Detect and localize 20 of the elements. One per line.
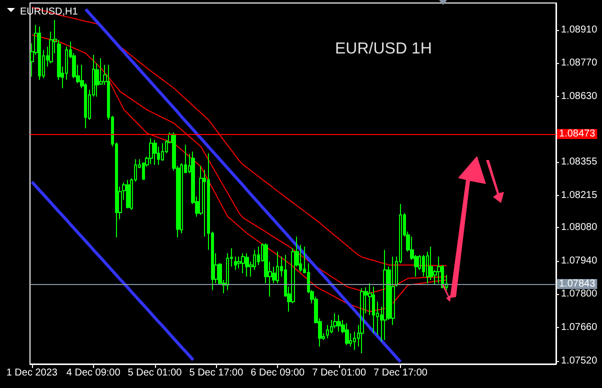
x-tick-label: 5 Dec 01:00 — [128, 368, 182, 378]
ref-line-label: 1.07843 — [559, 278, 596, 290]
ref-line-label: 1.08473 — [559, 128, 596, 140]
x-tick-label: 5 Dec 17:00 — [189, 368, 244, 378]
x-tick-label: 4 Dec 09:00 — [66, 368, 121, 378]
y-tick-label: 1.08080 — [561, 222, 598, 234]
x-tick-label: 6 Dec 09:00 — [250, 368, 306, 378]
y-tick-label: 1.08355 — [561, 156, 598, 168]
y-tick-label: 1.07660 — [561, 322, 598, 334]
x-tick-label: 7 Dec 17:00 — [374, 368, 428, 378]
y-tick-label: 1.07520 — [561, 355, 598, 366]
y-tick-label: 1.07800 — [561, 288, 598, 300]
y-tick-label: 1.08770 — [561, 58, 598, 69]
y-tick-label: 1.08910 — [561, 24, 598, 36]
text: EUR/USD 1H — [335, 40, 432, 58]
y-tick-label: 1.08215 — [561, 190, 598, 201]
y-tick-label: 1.08630 — [561, 91, 598, 102]
x-tick-label: 1 Dec 2023 — [6, 368, 58, 378]
x-tick-label: 7 Dec 01:00 — [312, 368, 366, 378]
y-tick-label: 1.07940 — [561, 255, 598, 266]
